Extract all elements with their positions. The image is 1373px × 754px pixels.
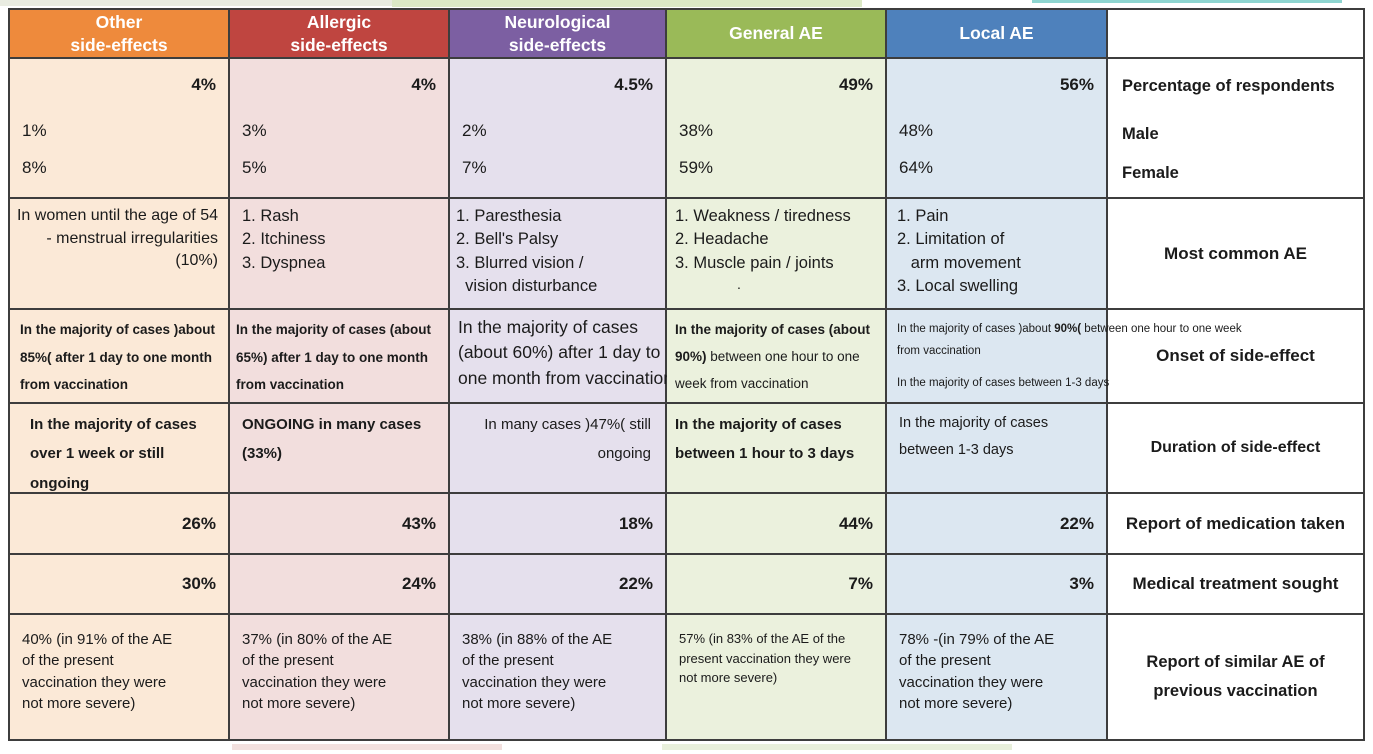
cell-duration-general: In the majority of cases between 1 hour … bbox=[667, 404, 885, 492]
cell-stats-neurological: 4.5% 2% 7% bbox=[450, 59, 665, 197]
stray-period: . bbox=[737, 276, 741, 293]
onset-local-p1-bold: 90%( bbox=[1054, 323, 1082, 335]
bottom-edge-strip-green bbox=[662, 744, 1012, 750]
row-label-male: Male bbox=[1122, 125, 1159, 143]
cell-duration-local: In the majority of cases between 1-3 day… bbox=[887, 404, 1106, 492]
cell-onset-neurological: In the majority of cases (about 60%) aft… bbox=[450, 310, 673, 402]
cell-duration-neurological: In many cases )47%( still ongoing bbox=[450, 404, 665, 492]
column-header-neurological: Neurological side-effects bbox=[450, 10, 665, 57]
row-label-medication: Report of medication taken bbox=[1108, 494, 1363, 553]
cell-treatment-other: 30% bbox=[10, 555, 228, 613]
row-label-female: Female bbox=[1122, 164, 1179, 182]
value-percentage-local: 56% bbox=[1059, 75, 1094, 94]
cell-stats-other: 4% 1% 8% bbox=[10, 59, 228, 197]
value-percentage-allergic: 4% bbox=[411, 75, 436, 94]
cell-duration-other: In the majority of cases over 1 week or … bbox=[10, 404, 228, 492]
cell-medication-other: 26% bbox=[10, 494, 228, 553]
cell-medication-neurological: 18% bbox=[450, 494, 665, 553]
onset-general-bold: In the majority of cases (about 90%) bbox=[675, 322, 871, 364]
row-labels-respondents: Percentage of respondents Male Female bbox=[1108, 59, 1363, 197]
value-male-allergic: 3% bbox=[242, 121, 267, 140]
column-header-local: Local AE bbox=[887, 10, 1106, 57]
onset-local-paragraph-1: In the majority of cases )about 90%( bet… bbox=[897, 318, 1249, 363]
cell-similar-other: 40% (in 91% of the AE of the present vac… bbox=[10, 615, 228, 739]
value-female-neurological: 7% bbox=[462, 158, 487, 177]
cell-onset-general: In the majority of cases (about 90%) bet… bbox=[667, 310, 885, 402]
row-label-onset: Onset of side-effect bbox=[1108, 310, 1363, 402]
row-label-duration: Duration of side-effect bbox=[1108, 404, 1363, 492]
onset-general-text: In the majority of cases (about 90%) bet… bbox=[667, 310, 892, 399]
cell-most-common-neurological: 1. Paresthesia 2. Bell's Palsy 3. Blurre… bbox=[450, 199, 665, 308]
cell-similar-neurological: 38% (in 88% of the AE of the present vac… bbox=[450, 615, 665, 739]
row-label-treatment: Medical treatment sought bbox=[1108, 555, 1363, 613]
cell-similar-allergic: 37% (in 80% of the AE of the present vac… bbox=[230, 615, 448, 739]
cell-onset-allergic: In the majority of cases (about 65%) aft… bbox=[230, 310, 448, 402]
value-percentage-general: 49% bbox=[838, 75, 873, 94]
cell-stats-general: 49% 38% 59% bbox=[667, 59, 885, 197]
onset-general-rest: between one hour to one week from vaccin… bbox=[675, 349, 860, 391]
onset-local-p1-pre: In the majority of cases )about bbox=[897, 323, 1055, 335]
row-label-percentage: Percentage of respondents bbox=[1122, 77, 1335, 95]
value-percentage-neurological: 4.5% bbox=[614, 75, 653, 94]
cell-medication-general: 44% bbox=[667, 494, 885, 553]
value-male-neurological: 2% bbox=[462, 121, 487, 140]
column-header-general: General AE bbox=[667, 10, 885, 57]
top-edge-strip bbox=[0, 0, 392, 6]
value-female-local: 64% bbox=[899, 158, 934, 177]
row-label-most-common: Most common AE bbox=[1108, 199, 1363, 308]
similar-other-text: 40% (in 91% of the AE of the present vac… bbox=[22, 631, 173, 712]
top-edge-strip-green bbox=[392, 0, 862, 7]
row-label-similar: Report of similar AE of previous vaccina… bbox=[1108, 615, 1363, 739]
cell-medication-allergic: 43% bbox=[230, 494, 448, 553]
value-percentage-other: 4% bbox=[191, 75, 216, 94]
row-label-similar-line1: Report of similar AE of bbox=[1146, 653, 1325, 671]
column-header-other: Other side-effects bbox=[10, 10, 228, 57]
cell-treatment-allergic: 24% bbox=[230, 555, 448, 613]
onset-local-p1-post: between one hour to one week from vaccin… bbox=[897, 323, 1242, 358]
onset-local-paragraph-2: In the majority of cases between 1-3 day… bbox=[897, 376, 1110, 389]
cell-treatment-local: 3% bbox=[887, 555, 1106, 613]
similar-neurological-text: 38% (in 88% of the AE of the present vac… bbox=[462, 631, 613, 712]
cell-similar-general: 57% (in 83% of the AE of the present vac… bbox=[667, 615, 885, 739]
cell-treatment-general: 7% bbox=[667, 555, 885, 613]
cell-medication-local: 22% bbox=[887, 494, 1106, 553]
onset-neurological-text: In the majority of cases (about 60%) aft… bbox=[458, 317, 673, 388]
column-header-empty bbox=[1108, 10, 1363, 57]
onset-allergic-text: In the majority of cases (about 65%) aft… bbox=[236, 322, 432, 393]
cell-treatment-neurological: 22% bbox=[450, 555, 665, 613]
cell-most-common-general: 1. Weakness / tiredness 2. Headache 3. M… bbox=[667, 199, 885, 308]
value-female-general: 59% bbox=[679, 158, 714, 177]
column-header-allergic: Allergic side-effects bbox=[230, 10, 448, 57]
side-effects-comparison-table: Other side-effects Allergic side-effects… bbox=[8, 8, 1365, 741]
cell-most-common-local: 1. Pain 2. Limitation of arm movement 3.… bbox=[887, 199, 1106, 308]
cell-stats-local: 56% 48% 64% bbox=[887, 59, 1106, 197]
cell-similar-local: 78% -(in 79% of the AE of the present va… bbox=[887, 615, 1106, 739]
similar-local-text: 78% -(in 79% of the AE of the present va… bbox=[899, 631, 1055, 712]
similar-general-text: 57% (in 83% of the AE of the present vac… bbox=[679, 631, 851, 685]
value-male-local: 48% bbox=[899, 121, 934, 140]
cell-stats-allergic: 4% 3% 5% bbox=[230, 59, 448, 197]
value-female-allergic: 5% bbox=[242, 158, 267, 177]
value-male-general: 38% bbox=[679, 121, 714, 140]
row-label-similar-line2: previous vaccination bbox=[1153, 682, 1318, 700]
most-common-general-list: 1. Weakness / tiredness 2. Headache 3. M… bbox=[675, 207, 851, 272]
cell-most-common-other: In women until the age of 54 - menstrual… bbox=[10, 199, 228, 308]
value-female-other: 8% bbox=[22, 158, 47, 177]
bottom-edge-strip-pink bbox=[232, 744, 502, 750]
cell-onset-local: In the majority of cases )about 90%( bet… bbox=[887, 310, 1242, 402]
cell-onset-other: In the majority of cases )about 85%( aft… bbox=[10, 310, 228, 402]
top-edge-strip-teal bbox=[1032, 0, 1342, 3]
onset-local-text: In the majority of cases )about 90%( bet… bbox=[897, 318, 1249, 394]
cell-most-common-allergic: 1. Rash 2. Itchiness 3. Dyspnea bbox=[230, 199, 448, 308]
similar-allergic-text: 37% (in 80% of the AE of the present vac… bbox=[242, 631, 393, 712]
cell-duration-allergic: ONGOING in many cases (33%) bbox=[230, 404, 448, 492]
value-male-other: 1% bbox=[22, 121, 47, 140]
